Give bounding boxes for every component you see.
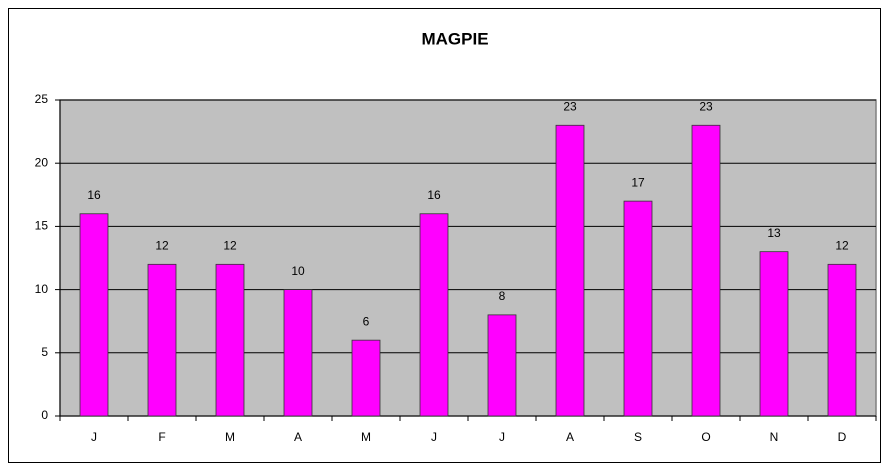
bar	[623, 200, 653, 417]
bar	[215, 263, 245, 417]
x-tick-label: F	[158, 430, 165, 444]
bar	[759, 251, 789, 417]
bar	[351, 339, 381, 417]
data-label: 23	[699, 99, 713, 113]
x-tick-label: A	[566, 430, 574, 444]
bar	[487, 314, 517, 417]
bar	[147, 263, 177, 417]
data-label: 12	[155, 238, 169, 252]
data-label: 16	[87, 188, 101, 202]
y-tick-label: 5	[41, 345, 48, 359]
x-tick-label: A	[294, 430, 302, 444]
chart-title: MAGPIE	[421, 29, 488, 48]
x-tick-label: O	[701, 430, 710, 444]
x-tick-label: J	[431, 430, 437, 444]
x-tick-label: M	[225, 430, 235, 444]
data-label: 10	[291, 264, 305, 278]
bar	[555, 124, 585, 417]
data-label: 6	[363, 314, 370, 328]
data-label: 13	[767, 226, 781, 240]
data-label: 23	[563, 99, 577, 113]
y-tick-label: 15	[35, 219, 49, 233]
bar	[283, 289, 313, 417]
x-tick-label: J	[499, 430, 505, 444]
data-label: 8	[499, 289, 506, 303]
data-label: 12	[835, 238, 849, 252]
data-label: 16	[427, 188, 441, 202]
x-tick-label: N	[770, 430, 779, 444]
x-tick-label: M	[361, 430, 371, 444]
y-tick-label: 10	[35, 282, 49, 296]
data-label: 17	[631, 175, 645, 189]
y-tick-label: 20	[35, 155, 49, 169]
x-tick-label: J	[91, 430, 97, 444]
bar	[827, 263, 857, 417]
x-tick-label: S	[634, 430, 642, 444]
bar	[419, 213, 449, 417]
data-label: 12	[223, 238, 237, 252]
plot-area	[59, 99, 877, 417]
y-tick-label: 0	[41, 408, 48, 422]
y-tick-label: 25	[35, 92, 49, 106]
bar	[691, 124, 721, 417]
bar	[79, 213, 109, 417]
x-tick-label: D	[838, 430, 847, 444]
